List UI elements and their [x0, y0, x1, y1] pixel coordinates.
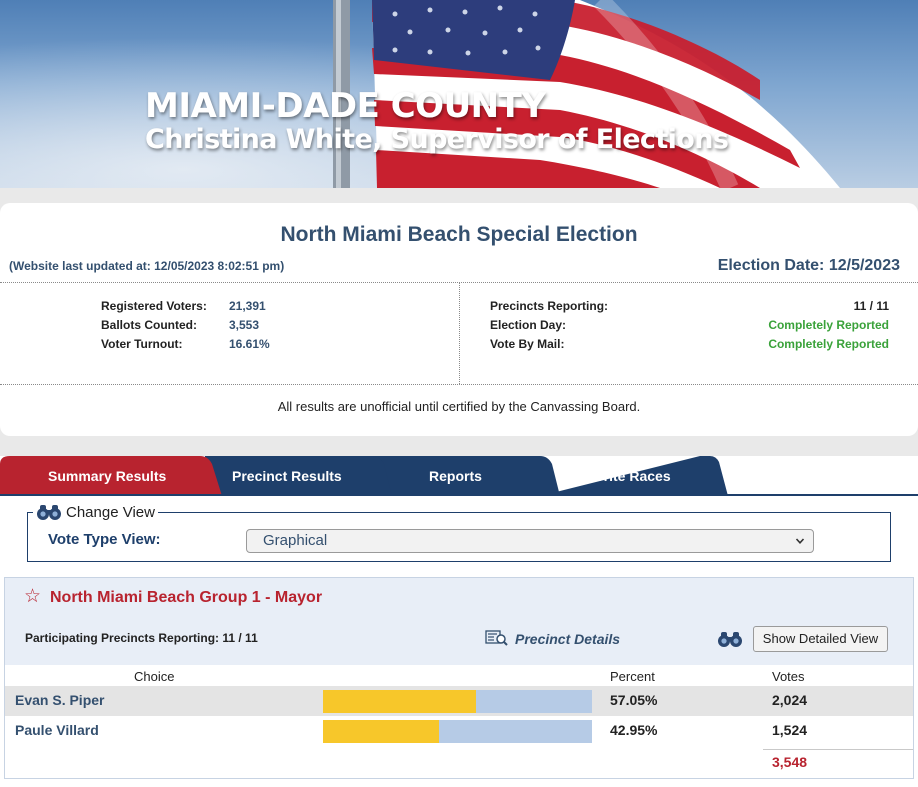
percent-header: Percent: [610, 669, 655, 684]
divider: [459, 283, 460, 384]
star-icon[interactable]: ☆: [24, 586, 42, 607]
vote-share-fill: [323, 720, 439, 743]
precincts-reporting-label: Precincts Reporting:: [490, 299, 609, 313]
flag-image: [333, 0, 840, 188]
county-title: MIAMI-DADE COUNTY: [145, 86, 546, 126]
binoculars-icon: [37, 505, 61, 520]
tabs-underline: [0, 494, 918, 496]
ballots-counted-value: 3,553: [229, 318, 260, 332]
registered-voters-label: Registered Voters:: [101, 299, 207, 313]
registered-voters-value: 21,391: [229, 299, 266, 313]
votes-header: Votes: [772, 669, 805, 684]
tab-precinct-results-label[interactable]: Precinct Results: [232, 468, 342, 484]
vote-share-bar: [323, 720, 592, 743]
vote-by-mail-status: Completely Reported: [768, 337, 889, 351]
divider: [0, 282, 918, 283]
vote-type-selected: Graphical: [263, 532, 328, 549]
vote-type-label: Vote Type View:: [48, 531, 161, 548]
election-date: Election Date: 12/5/2023: [717, 257, 900, 274]
vote-by-mail-label: Vote By Mail:: [490, 337, 565, 351]
divider: [0, 384, 918, 385]
tab-summary-results-label[interactable]: Summary Results: [48, 468, 167, 484]
change-view-label: Change View: [66, 503, 155, 521]
ballots-counted-label: Ballots Counted:: [101, 318, 197, 332]
precinct-details-link[interactable]: Precinct Details: [515, 631, 621, 647]
candidate-votes: 2,024: [772, 692, 808, 708]
candidate-name: Evan S. Piper: [15, 692, 105, 708]
precincts-reporting-value: 11 / 11: [853, 299, 889, 313]
change-view-panel: [27, 512, 891, 562]
candidate-votes: 1,524: [772, 722, 808, 738]
participating-precincts: Participating Precincts Reporting: 11 / …: [25, 631, 258, 645]
unofficial-disclaimer: All results are unofficial until certifi…: [277, 399, 641, 414]
total-votes: 3,548: [772, 754, 808, 770]
choice-header: Choice: [134, 669, 175, 684]
vote-share-bar: [323, 690, 592, 713]
results-tabs: Summary Results Precinct Results Reports…: [0, 456, 918, 496]
election-day-label: Election Day:: [490, 318, 567, 332]
change-view-legend: Change View: [33, 503, 158, 521]
tab-reports[interactable]: [372, 456, 560, 496]
vote-type-select[interactable]: Graphical: [246, 529, 814, 553]
tab-favorite-races[interactable]: [540, 456, 728, 496]
candidate-name: Paule Villard: [15, 722, 99, 738]
binoculars-icon: [718, 632, 742, 647]
tab-reports-label[interactable]: Reports: [429, 468, 482, 484]
header-banner: MIAMI-DADE COUNTY Christina White, Super…: [0, 0, 918, 188]
voter-turnout-label: Voter Turnout:: [101, 337, 183, 351]
tab-favorite-races-label[interactable]: Favorite Races: [571, 468, 671, 484]
magnifier-list-icon[interactable]: [485, 629, 509, 647]
candidate-percent: 42.95%: [610, 722, 658, 738]
election-title: North Miami Beach Special Election: [280, 223, 638, 246]
chevron-down-icon: [795, 538, 805, 544]
race-title: North Miami Beach Group 1 - Mayor: [50, 589, 323, 606]
last-updated-text: (Website last updated at: 12/05/2023 8:0…: [9, 259, 285, 273]
voter-turnout-value: 16.61%: [229, 337, 270, 351]
total-divider: [763, 749, 913, 750]
vote-share-fill: [323, 690, 477, 713]
election-day-status: Completely Reported: [768, 318, 889, 332]
candidate-percent: 57.05%: [610, 692, 658, 708]
tab-summary-results[interactable]: [0, 456, 222, 496]
supervisor-subtitle: Christina White, Supervisor of Elections: [145, 124, 729, 155]
show-detailed-view-button[interactable]: Show Detailed View: [753, 626, 888, 652]
tab-precinct-results[interactable]: [205, 456, 392, 496]
